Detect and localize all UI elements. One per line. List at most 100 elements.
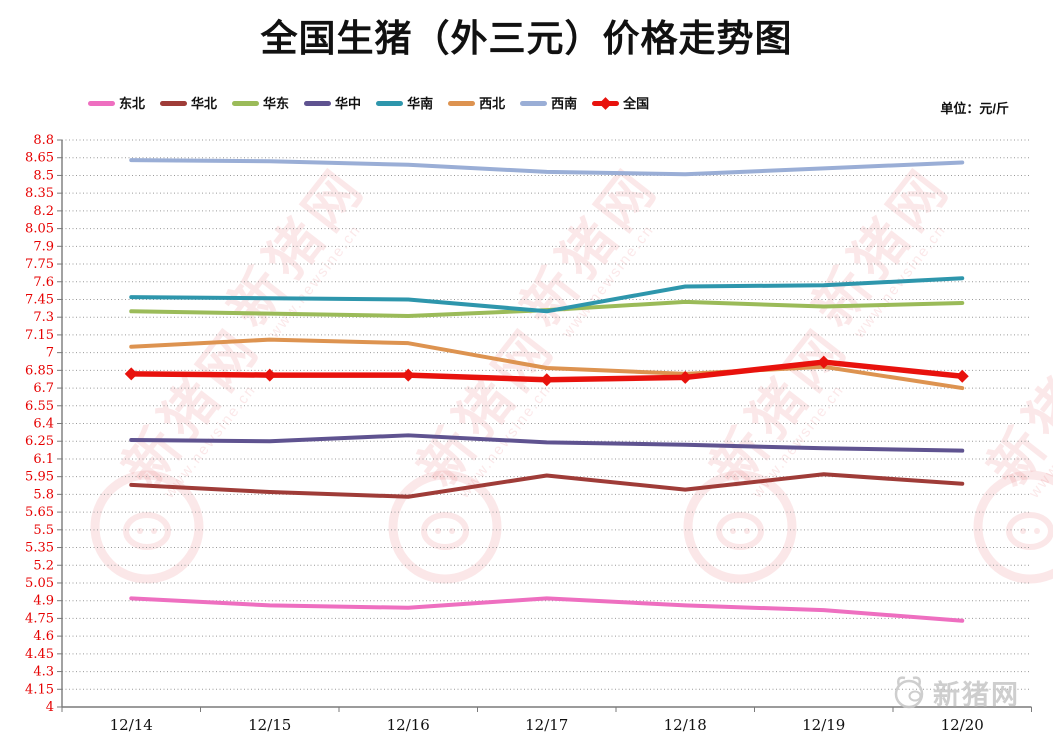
legend-line-swatch — [232, 101, 260, 106]
y-tick-label: 8.2 — [33, 204, 54, 219]
y-tick-label: 7.3 — [33, 310, 54, 325]
pig-logo-icon: 新猪网 — [894, 676, 1020, 710]
legend-item-label: 华中 — [335, 96, 362, 111]
legend-item: 华中 — [304, 96, 362, 111]
legend-line-swatch — [160, 101, 188, 106]
footer-logo-text: 新猪网 — [933, 679, 1020, 710]
legend-line-swatch — [304, 101, 332, 106]
legend-item: 西南 — [520, 96, 578, 111]
legend-item-label: 华南 — [407, 96, 434, 111]
chart-title: 全国生猪（外三元）价格走势图 — [260, 18, 793, 59]
legend-line-swatch — [88, 101, 115, 106]
y-tick-label: 4.9 — [33, 594, 54, 609]
chart-legend: 东北 华北 华东 华中 华南 西北 西南 全国 — [88, 96, 664, 111]
x-tick-label: 12/20 — [941, 716, 984, 734]
y-tick-label: 4.15 — [25, 682, 54, 697]
y-tick-label: 8.65 — [25, 151, 54, 166]
legend-item-label: 华东 — [263, 96, 290, 111]
data-point-marker — [401, 368, 415, 382]
legend-swatch — [232, 98, 260, 109]
legend-swatch — [520, 98, 548, 109]
legend-item: 华北 — [160, 96, 218, 111]
y-tick-label: 8.8 — [33, 133, 54, 148]
y-tick-label: 6.55 — [25, 399, 54, 414]
watermark-seal-icon — [90, 470, 204, 584]
legend-item: 华东 — [232, 96, 290, 111]
y-tick-label: 8.05 — [25, 222, 54, 237]
legend-item: 西北 — [448, 96, 506, 111]
data-point-marker — [955, 369, 969, 383]
y-tick-label: 7.9 — [33, 239, 54, 254]
series-line — [129, 472, 965, 499]
series-line — [129, 158, 965, 177]
legend-item: 全国 — [592, 96, 650, 111]
legend-swatch — [376, 98, 404, 109]
series-line — [129, 276, 965, 314]
x-tick-label: 12/14 — [110, 716, 153, 734]
y-tick-label: 5.35 — [25, 541, 54, 556]
unit-label: 单位：元/斤 — [940, 101, 1009, 116]
series-line — [129, 433, 965, 453]
data-point-marker — [124, 367, 138, 381]
legend-item-label: 西北 — [479, 96, 506, 111]
y-tick-label: 7.75 — [25, 257, 54, 272]
y-tick-label: 7.6 — [33, 275, 54, 290]
y-tick-label: 6.25 — [25, 434, 54, 449]
y-tick-label: 5.95 — [25, 470, 54, 485]
y-tick-label: 5.65 — [25, 505, 54, 520]
x-tick-label: 12/17 — [525, 716, 568, 734]
legend-swatch — [592, 97, 620, 110]
y-tick-label: 7.15 — [25, 328, 54, 343]
y-tick-label: 6.7 — [33, 381, 54, 396]
x-tick-label: 12/16 — [387, 716, 430, 734]
legend-item-label: 华北 — [191, 96, 218, 111]
y-tick-label: 5.05 — [25, 576, 54, 591]
legend-item-label: 西南 — [551, 96, 578, 111]
axes — [57, 139, 1032, 712]
y-tick-label: 4.3 — [33, 665, 54, 680]
data-point-marker — [263, 368, 277, 382]
data-point-marker — [678, 370, 692, 384]
legend-item-label: 东北 — [119, 96, 146, 111]
legend-line-swatch — [520, 101, 548, 106]
y-tick-label: 8.35 — [25, 186, 54, 201]
x-tick-label: 12/18 — [664, 716, 707, 734]
legend-swatch — [304, 98, 332, 109]
watermark-seal-icon — [683, 470, 797, 584]
y-tick-label: 5.2 — [33, 558, 54, 573]
legend-item: 东北 — [88, 96, 146, 111]
legend-line-swatch — [376, 101, 404, 106]
y-tick-label: 4.75 — [25, 611, 54, 626]
axis-labels: 4 4.15 4.3 4.45 4.6 4.75 4.9 5.05 5.2 5.35 5.5 5.65… — [25, 133, 984, 734]
y-tick-label: 8.5 — [33, 168, 54, 183]
legend-item-label: 全国 — [623, 96, 650, 111]
y-tick-label: 4 — [46, 700, 54, 715]
legend-swatch — [160, 98, 188, 109]
legend-swatch — [448, 98, 476, 109]
footer-site-logo: 新猪网 — [894, 676, 1020, 710]
x-tick-label: 12/19 — [802, 716, 845, 734]
gridlines — [62, 139, 1032, 690]
legend-swatch — [88, 98, 115, 109]
y-tick-label: 6.85 — [25, 363, 54, 378]
y-tick-label: 7.45 — [25, 292, 54, 307]
data-point-marker — [540, 373, 554, 387]
y-tick-label: 6.4 — [33, 417, 54, 432]
y-tick-label: 7 — [46, 346, 54, 361]
data-point-marker — [817, 355, 831, 369]
legend-item: 华南 — [376, 96, 434, 111]
y-tick-label: 5.8 — [33, 487, 54, 502]
series-line — [129, 596, 965, 623]
y-tick-label: 4.45 — [25, 647, 54, 662]
watermark-seal-icon — [388, 470, 502, 584]
legend-line-swatch — [448, 101, 476, 106]
y-tick-label: 5.5 — [33, 523, 54, 538]
data-series — [124, 158, 969, 623]
y-tick-label: 6.1 — [33, 452, 54, 467]
y-tick-label: 4.6 — [33, 629, 54, 644]
x-tick-label: 12/15 — [248, 716, 291, 734]
